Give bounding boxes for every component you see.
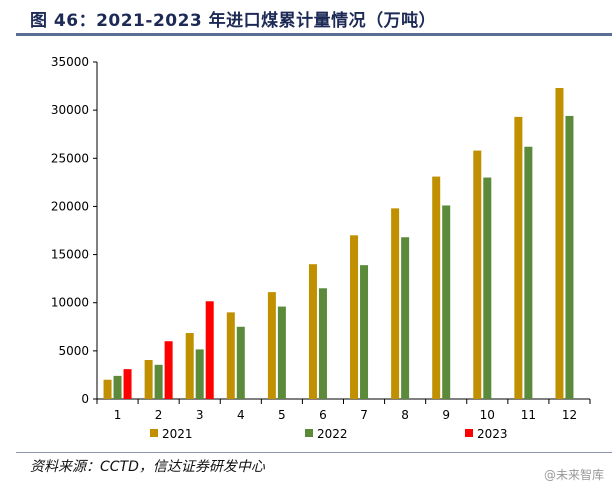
y-tick-label: 10000 <box>51 296 89 310</box>
bar-2022-12 <box>565 115 574 400</box>
y-tick-label: 30000 <box>51 103 89 117</box>
legend-swatch-2022 <box>305 429 313 437</box>
bar-2022-6 <box>318 288 327 399</box>
bar-2022-4 <box>236 326 245 399</box>
x-tick-label: 2 <box>155 408 163 422</box>
bar-2021-6 <box>308 264 317 399</box>
bar-2021-8 <box>391 208 400 399</box>
bar-2022-8 <box>401 237 410 399</box>
bar-2021-4 <box>226 312 235 399</box>
x-tick-label: 9 <box>442 408 450 422</box>
legend-swatch-2021 <box>150 429 158 437</box>
y-tick-label: 35000 <box>51 55 89 69</box>
x-tick-label: 6 <box>319 408 327 422</box>
x-tick-label: 12 <box>562 408 577 422</box>
x-tick-label: 4 <box>237 408 245 422</box>
y-tick-label: 15000 <box>51 248 89 262</box>
bar-2021-12 <box>555 87 564 400</box>
bar-2022-3 <box>195 349 204 399</box>
figure-title: 图 46：2021-2023 年进口煤累计量情况（万吨） <box>30 11 437 31</box>
bar-2023-3 <box>205 301 214 399</box>
title-rule <box>16 33 612 36</box>
source-rule <box>16 452 612 453</box>
bar-2023-2 <box>164 341 173 399</box>
bar-2021-3 <box>185 333 194 399</box>
x-tick-label: 11 <box>521 408 536 422</box>
bar-2022-1 <box>113 375 122 399</box>
bar-2022-7 <box>360 265 369 399</box>
bar-2022-11 <box>524 146 533 399</box>
y-tick-label: 25000 <box>51 151 89 165</box>
watermark: @未来智库 <box>543 468 604 482</box>
x-tick-label: 1 <box>114 408 122 422</box>
source-note: 资料来源：CCTD，信达证券研发中心 <box>30 459 265 475</box>
bar-2021-9 <box>432 176 441 399</box>
bar-2021-5 <box>267 292 276 399</box>
bar-2023-1 <box>123 369 132 399</box>
y-tick-label: 0 <box>81 392 89 406</box>
bar-2022-2 <box>154 364 163 399</box>
y-tick-label: 20000 <box>51 199 89 213</box>
legend-label-2022: 2022 <box>317 427 348 441</box>
bar-2021-11 <box>514 116 523 399</box>
legend-swatch-2023 <box>465 429 473 437</box>
bar-2021-1 <box>103 379 112 399</box>
legend-label-2023: 2023 <box>477 427 508 441</box>
x-tick-label: 10 <box>480 408 495 422</box>
legend-label-2021: 2021 <box>162 427 193 441</box>
x-tick-label: 8 <box>401 408 409 422</box>
bar-2021-10 <box>473 150 482 399</box>
bar-2022-10 <box>483 177 492 399</box>
bar-2021-2 <box>144 360 153 399</box>
bar-2021-7 <box>350 235 359 399</box>
bar-2022-5 <box>277 306 286 399</box>
y-tick-label: 5000 <box>58 344 89 358</box>
bar-2022-9 <box>442 205 451 399</box>
x-tick-label: 3 <box>196 408 204 422</box>
x-tick-label: 7 <box>360 408 368 422</box>
x-tick-label: 5 <box>278 408 286 422</box>
